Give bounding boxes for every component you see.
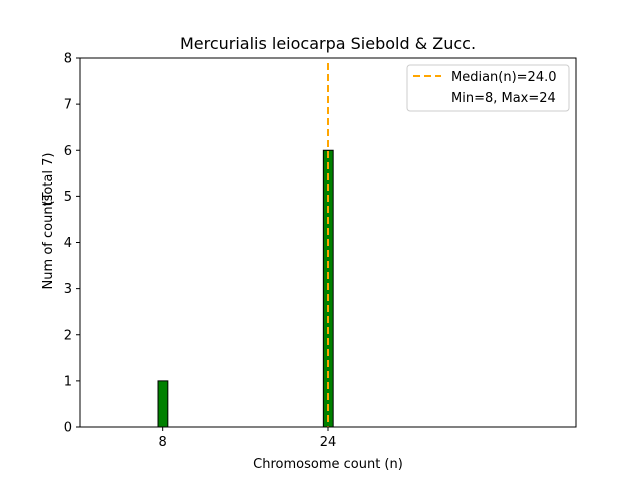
legend-median-label: Median(n)=24.0 <box>451 70 557 85</box>
y-axis-label: Num of counts <box>41 194 56 289</box>
chart-title: Mercurialis leiocarpa Siebold & Zucc. <box>180 34 476 53</box>
legend: Median(n)=24.0 Min=8, Max=24 <box>406 64 570 112</box>
y-tick-label: 0 <box>64 421 72 436</box>
bar-8 <box>157 380 169 428</box>
x-axis-label: Chromosome count (n) <box>253 457 403 472</box>
y-tick-label: 1 <box>64 374 72 389</box>
y-tick-label: 4 <box>64 236 72 251</box>
legend-minmax-label: Min=8, Max=24 <box>451 91 556 106</box>
y-tick-label: 3 <box>64 282 72 297</box>
y-tick-label: 8 <box>64 52 72 67</box>
y-tick-label: 5 <box>64 190 72 205</box>
y-axis-total-label: (Total 7) <box>41 153 56 206</box>
x-tick-label: 8 <box>159 435 167 450</box>
y-tick-label: 2 <box>64 328 72 343</box>
x-tick-label: 24 <box>320 435 337 450</box>
y-tick-label: 7 <box>64 98 72 113</box>
y-tick-label: 6 <box>64 144 72 159</box>
legend-box <box>406 64 570 112</box>
